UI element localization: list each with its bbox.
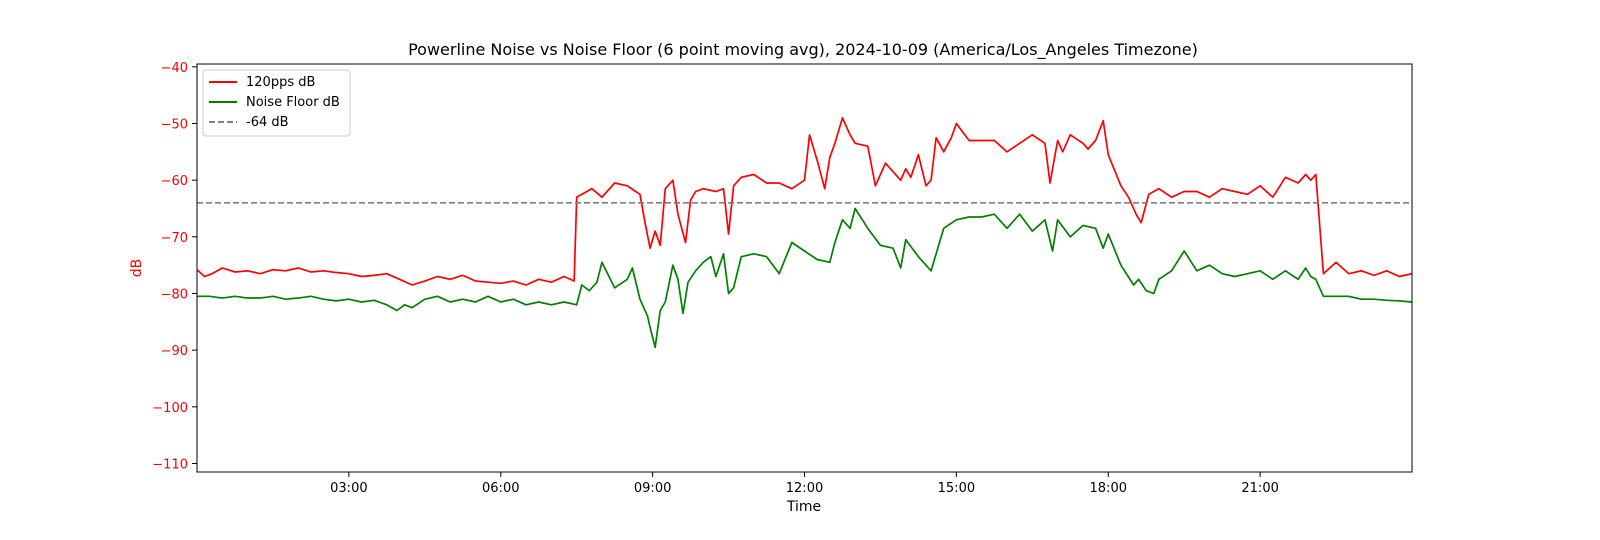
y-tick-label: −70 xyxy=(161,231,188,246)
legend-label-threshold: -64 dB xyxy=(246,115,289,130)
legend: 120pps dB Noise Floor dB -64 dB xyxy=(202,69,351,137)
legend-label-120pps: 120pps dB xyxy=(246,75,315,90)
x-axis-label: Time xyxy=(786,499,821,515)
series-line-0 xyxy=(196,116,1413,286)
y-axis-label: dB xyxy=(129,259,145,278)
x-tick-label: 03:00 xyxy=(330,481,367,496)
x-tick-label: 18:00 xyxy=(1090,481,1127,496)
y-axis: −40 −50 −60 −70 −80 −90 −100 −110 xyxy=(152,61,197,473)
x-tick-label: 21:00 xyxy=(1241,481,1278,496)
x-axis: 03:00 06:00 09:00 12:00 15:00 18:00 21:00 xyxy=(330,472,1279,496)
y-tick-label: −90 xyxy=(161,344,188,359)
legend-label-noise-floor: Noise Floor dB xyxy=(246,95,340,110)
legend-box xyxy=(202,69,351,137)
y-tick-label: −40 xyxy=(161,61,188,76)
x-tick-label: 06:00 xyxy=(482,481,519,496)
y-tick-label: −60 xyxy=(161,174,188,189)
y-tick-label: −110 xyxy=(152,458,188,473)
x-tick-label: 09:00 xyxy=(634,481,671,496)
series-line-1 xyxy=(197,207,1413,349)
x-tick-label: 15:00 xyxy=(938,481,975,496)
y-tick-label: −50 xyxy=(161,118,188,133)
series-layer xyxy=(196,116,1413,349)
x-tick-label: 12:00 xyxy=(786,481,823,496)
y-tick-label: −80 xyxy=(161,288,188,303)
plot-area xyxy=(196,63,1413,473)
y-tick-label: −100 xyxy=(152,401,188,416)
chart-title: Powerline Noise vs Noise Floor (6 point … xyxy=(408,40,1198,60)
